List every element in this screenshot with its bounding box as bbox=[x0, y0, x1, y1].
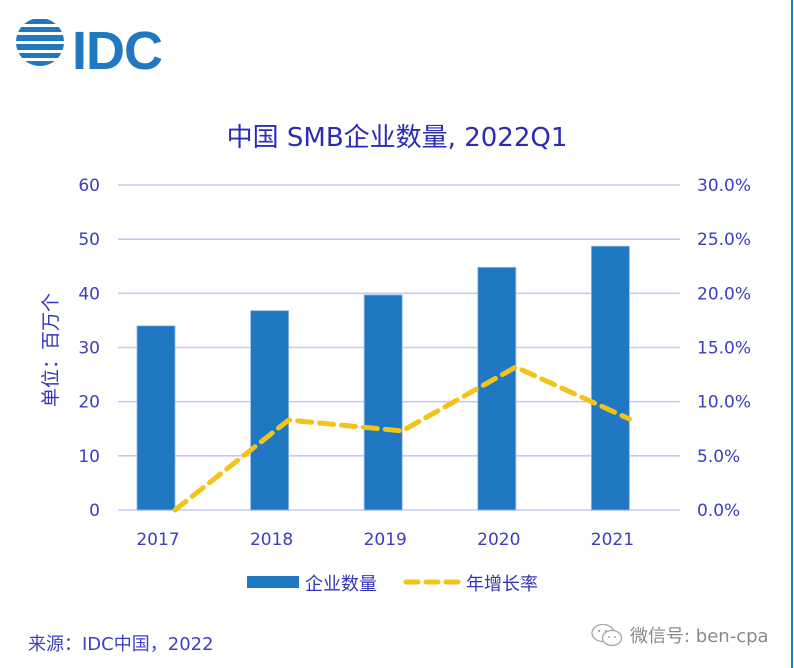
globe-icon bbox=[16, 19, 64, 66]
legend-swatch-bars bbox=[247, 576, 299, 588]
y2-tick-label: 30.0% bbox=[697, 176, 751, 196]
bar-2021 bbox=[591, 245, 630, 511]
y2-tick-label: 15.0% bbox=[697, 339, 751, 359]
x-tick-label: 2018 bbox=[250, 530, 293, 550]
wechat-id-text: 微信号: ben-cpa bbox=[630, 626, 769, 647]
bar-2018 bbox=[250, 310, 290, 511]
bar-2017 bbox=[136, 325, 176, 511]
x-tick-label: 2017 bbox=[136, 530, 179, 550]
bar-2019 bbox=[363, 294, 403, 511]
y2-tick-label: 20.0% bbox=[697, 284, 751, 304]
y-tick-label: 10 bbox=[78, 447, 100, 467]
x-tick-label: 2021 bbox=[591, 530, 634, 550]
chart-title: 中国 SMB企业数量, 2022Q1 bbox=[226, 123, 568, 153]
y-tick-label: 20 bbox=[78, 393, 100, 413]
wechat-watermark: 微信号: ben-cpa bbox=[590, 622, 769, 648]
y-tick-label: 30 bbox=[78, 339, 100, 359]
bar-2020 bbox=[477, 266, 517, 511]
legend-label-line: 年增长率 bbox=[466, 574, 538, 595]
x-tick-label: 2019 bbox=[364, 530, 407, 550]
logo-text: IDC bbox=[72, 21, 163, 81]
growth-rate-line bbox=[172, 364, 632, 513]
x-tick-label: 2020 bbox=[477, 530, 520, 550]
y2-tick-label: 10.0% bbox=[697, 393, 751, 413]
frame-border bbox=[791, 0, 793, 668]
y2-tick-label: 5.0% bbox=[697, 447, 740, 467]
y2-tick-label: 25.0% bbox=[697, 230, 751, 250]
source-note: 来源：IDC中国，2022 bbox=[28, 634, 214, 655]
y-tick-label: 60 bbox=[78, 176, 100, 196]
y-tick-label: 40 bbox=[78, 284, 100, 304]
y2-tick-label: 0.0% bbox=[697, 501, 740, 521]
legend-label-bars: 企业数量 bbox=[305, 574, 377, 595]
y-tick-label: 0 bbox=[89, 501, 100, 521]
wechat-icon bbox=[591, 623, 623, 647]
idc-logo: IDC bbox=[14, 14, 184, 78]
y-tick-label: 50 bbox=[78, 230, 100, 250]
